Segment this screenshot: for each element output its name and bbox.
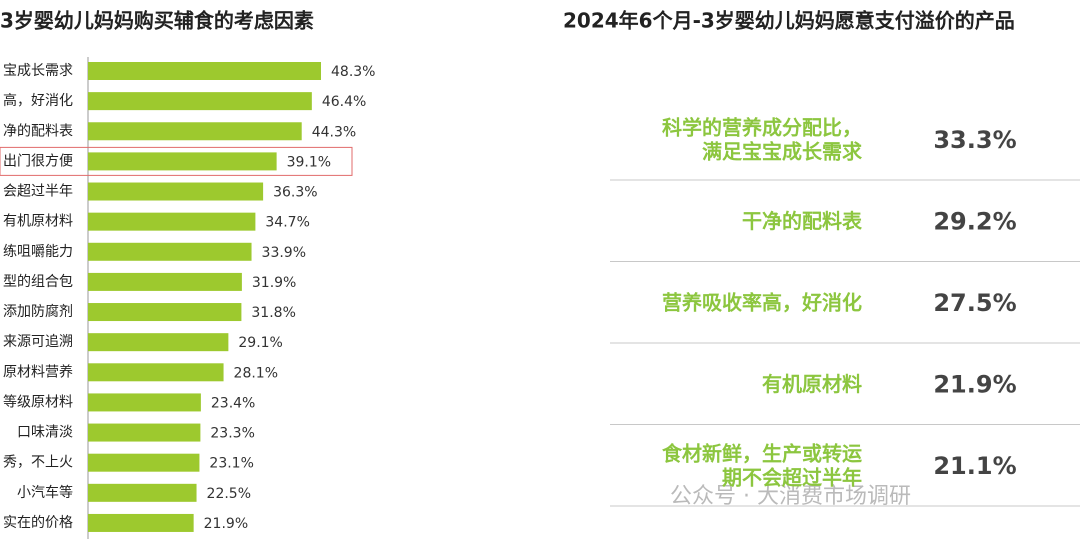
- y-tick-label: 添加防腐剂: [3, 303, 73, 320]
- value-label: 44.3%: [312, 124, 356, 140]
- value-label: 31.9%: [252, 275, 296, 291]
- value-label: 48.3%: [331, 64, 375, 80]
- bar: [88, 393, 201, 412]
- y-tick-label: 净的配料表: [3, 123, 73, 139]
- item-label: 期不会超过半年: [722, 466, 862, 490]
- y-tick-label: 型的组合包: [3, 274, 73, 290]
- item-value: 33.3%: [933, 126, 1016, 154]
- bar: [88, 92, 312, 111]
- bar: [88, 453, 200, 472]
- left-title: 3岁婴幼儿妈妈购买辅食的考虑因素: [0, 9, 314, 33]
- item-label: 食材新鲜，生产或转运: [662, 442, 862, 466]
- y-tick-label: 高，好消化: [3, 92, 73, 109]
- bar: [88, 272, 242, 291]
- bar: [88, 242, 252, 261]
- value-label: 39.1%: [287, 154, 331, 170]
- value-label: 34.7%: [265, 215, 309, 231]
- item-label: 科学的营养成分配比，: [662, 116, 862, 140]
- bar: [88, 303, 242, 322]
- item-value: 21.1%: [933, 452, 1016, 480]
- value-label: 22.5%: [207, 486, 251, 502]
- bar: [88, 182, 264, 201]
- bar: [88, 152, 277, 171]
- y-tick-label: 等级原材料: [3, 393, 73, 410]
- item-label: 营养吸收率高，好消化: [662, 291, 862, 315]
- value-label: 23.4%: [211, 395, 255, 411]
- item-label: 有机原材料: [762, 372, 862, 396]
- y-tick-label: 练咀嚼能力: [3, 244, 73, 260]
- right-title: 2024年6个月-3岁婴幼儿妈妈愿意支付溢价的产品: [563, 9, 1015, 33]
- bar: [88, 363, 224, 382]
- item-value: 27.5%: [933, 289, 1016, 317]
- highlight-box: [0, 146, 353, 176]
- y-tick-label: 出门很方便: [3, 153, 73, 169]
- value-label: 29.1%: [238, 335, 282, 351]
- value-label: 23.1%: [209, 456, 253, 472]
- value-label: 46.4%: [322, 94, 366, 110]
- item-label: 满足宝宝成长需求: [702, 140, 863, 164]
- value-label: 28.1%: [234, 365, 278, 381]
- value-label: 36.3%: [273, 185, 317, 201]
- value-label: 21.9%: [204, 516, 248, 532]
- watermark: 公众号 · 大消费市场调研: [670, 484, 911, 509]
- y-tick-label: 来源可追溯: [3, 334, 73, 350]
- y-tick-label: 秀，不上火: [3, 455, 73, 471]
- value-label: 23.3%: [210, 426, 254, 442]
- y-tick-label: 小汽车等: [17, 484, 73, 501]
- y-tick-label: 口味清淡: [17, 425, 73, 441]
- value-label: 31.8%: [251, 305, 295, 321]
- bar: [88, 483, 197, 502]
- value-label: 33.9%: [262, 245, 306, 261]
- y-tick-label: 原材料营养: [3, 364, 73, 380]
- y-tick-label: 宝成长需求: [3, 63, 73, 79]
- bar: [88, 122, 302, 141]
- item-label: 干净的配料表: [742, 209, 863, 233]
- bar: [88, 212, 256, 231]
- bar: [88, 333, 229, 352]
- y-tick-label: 有机原材料: [3, 214, 73, 230]
- y-tick-label: 会超过半年: [3, 184, 73, 200]
- y-tick-label: 实在的价格: [3, 515, 73, 531]
- bar: [88, 513, 194, 532]
- bar: [88, 62, 321, 80]
- bar: [88, 423, 201, 442]
- item-value: 29.2%: [933, 208, 1016, 236]
- item-value: 21.9%: [933, 371, 1016, 399]
